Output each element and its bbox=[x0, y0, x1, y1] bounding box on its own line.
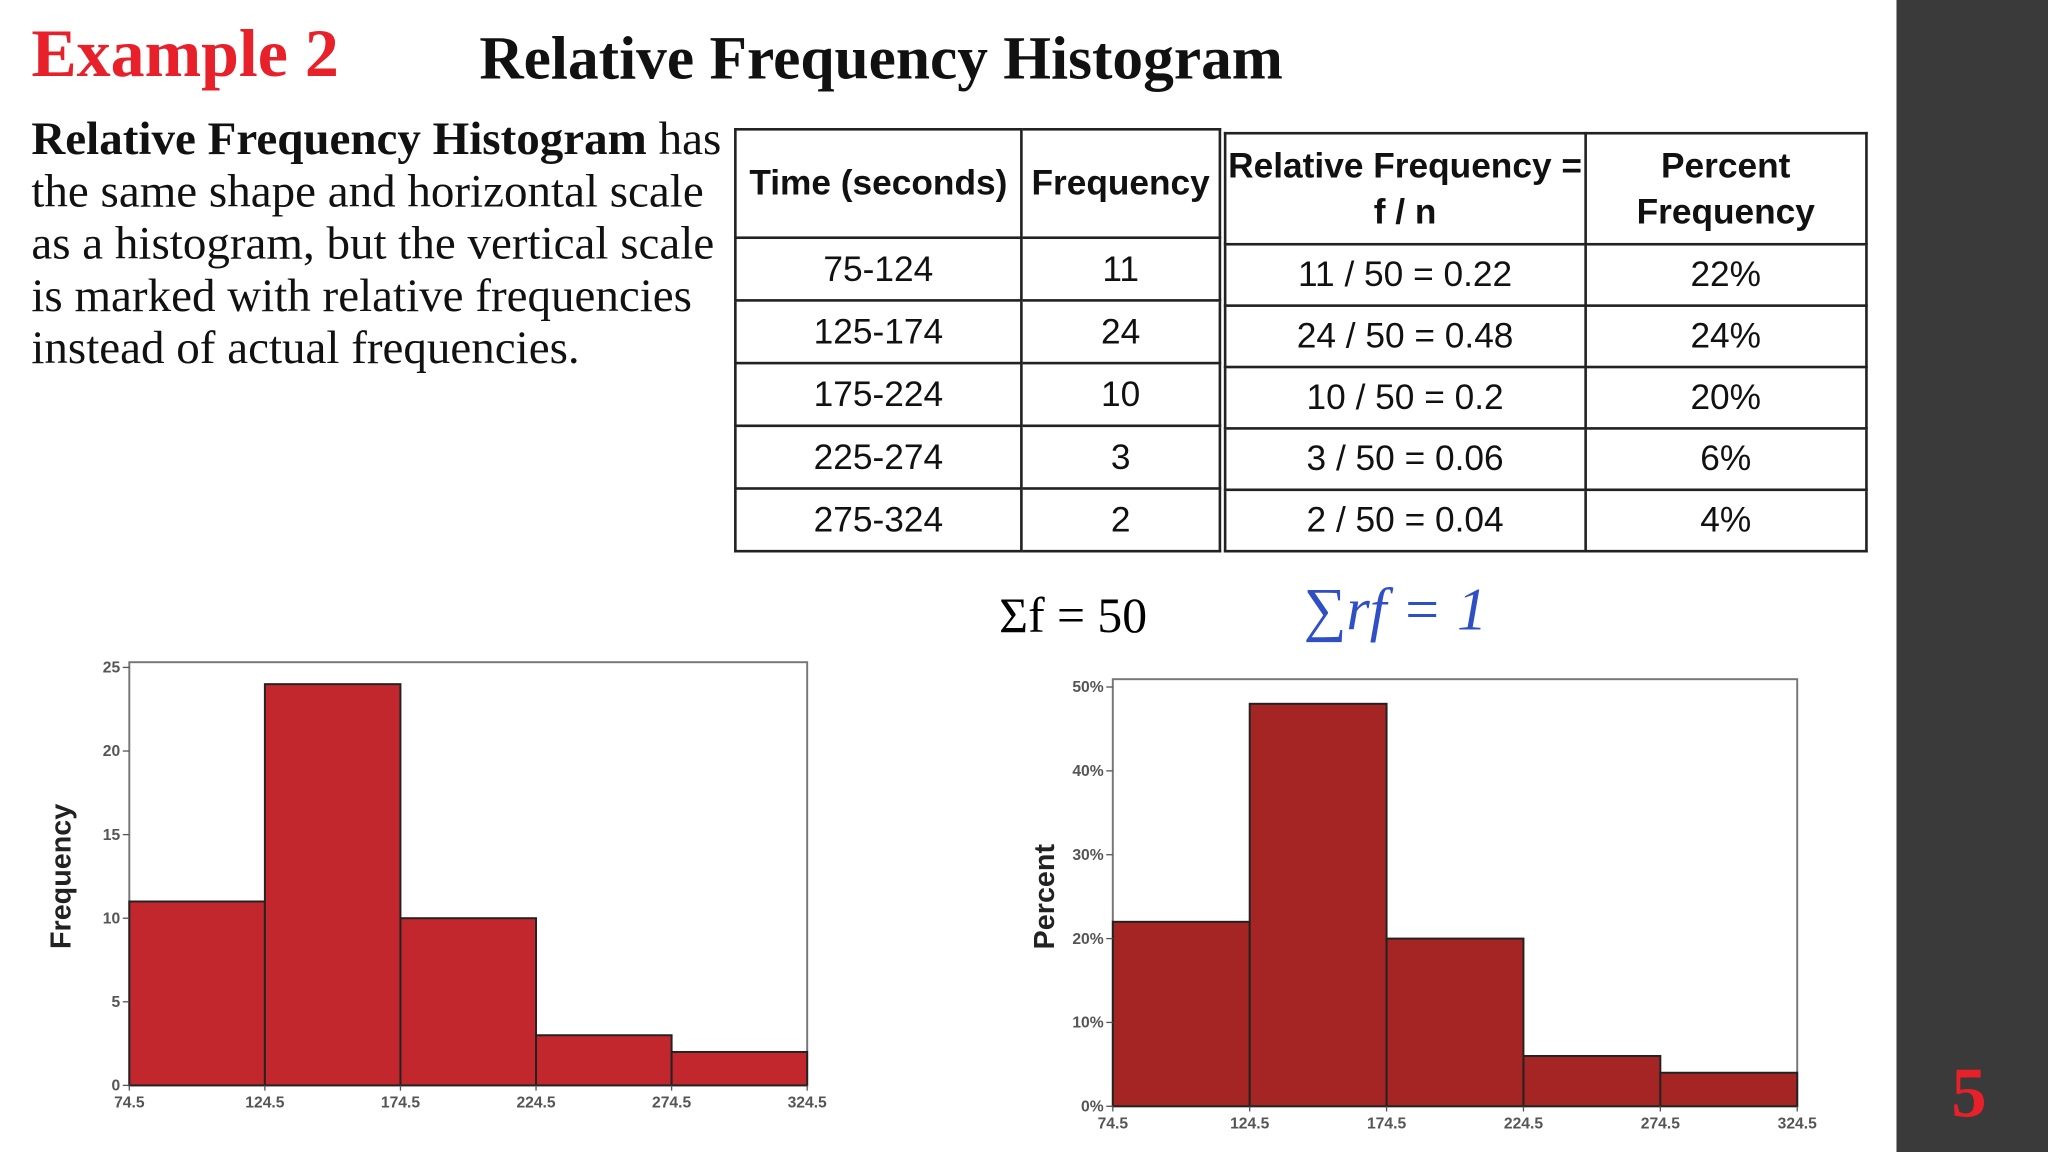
column-header: Relative Frequency = f / n bbox=[1223, 131, 1587, 246]
y-tick-label: 0% bbox=[1081, 1099, 1104, 1116]
y-tick-label: 0 bbox=[111, 1078, 120, 1095]
row: 175-224 10 bbox=[734, 361, 1222, 428]
bar bbox=[670, 1050, 809, 1087]
cell: 10 / 50 = 0.2 bbox=[1223, 365, 1587, 430]
bar bbox=[128, 900, 266, 1087]
y-tick-label: 5 bbox=[111, 994, 120, 1011]
cell: 24 / 50 = 0.48 bbox=[1223, 304, 1587, 369]
cell: 3 bbox=[1020, 424, 1222, 490]
y-tick-label: 50% bbox=[1072, 679, 1103, 696]
side-bar bbox=[1896, 0, 2048, 1152]
x-tick-label: 274.5 bbox=[1641, 1115, 1680, 1132]
y-tick-label: 40% bbox=[1072, 763, 1103, 780]
y-tick-label: 10% bbox=[1072, 1015, 1103, 1032]
x-tick-label: 324.5 bbox=[1778, 1115, 1817, 1132]
header-row: Time (seconds) Frequency bbox=[734, 127, 1222, 240]
bar bbox=[1385, 937, 1525, 1108]
bar bbox=[1248, 702, 1388, 1108]
x-tick-label: 124.5 bbox=[1230, 1115, 1269, 1132]
column-header: Time (seconds) bbox=[734, 127, 1023, 240]
slide-title: Relative Frequency Histogram bbox=[479, 24, 1283, 93]
relative-table: Relative Frequency = f / n Percent Freque… bbox=[1223, 131, 1868, 553]
cell: 11 bbox=[1020, 236, 1222, 302]
x-tick-label: 324.5 bbox=[788, 1095, 827, 1112]
x-tick-label: 124.5 bbox=[245, 1095, 284, 1112]
cell: 125-174 bbox=[734, 299, 1023, 365]
cell: 225-274 bbox=[734, 424, 1023, 490]
bar bbox=[263, 683, 402, 1087]
cell: 24% bbox=[1583, 304, 1868, 369]
row: 2 / 50 = 0.04 4% bbox=[1223, 488, 1868, 553]
row: 3 / 50 = 0.06 6% bbox=[1223, 427, 1868, 492]
y-tick-label: 20% bbox=[1072, 931, 1103, 948]
cell: 22% bbox=[1583, 242, 1868, 307]
x-tick-label: 74.5 bbox=[1098, 1115, 1129, 1132]
cell: 2 / 50 = 0.04 bbox=[1223, 488, 1587, 553]
bar bbox=[1659, 1071, 1799, 1108]
cell: 175-224 bbox=[734, 361, 1023, 428]
sum-f: Σf = 50 bbox=[999, 589, 1148, 644]
bar bbox=[399, 917, 538, 1087]
cell: 3 / 50 = 0.06 bbox=[1223, 427, 1587, 492]
y-tick-label: 10 bbox=[103, 910, 121, 927]
cell: 275-324 bbox=[734, 487, 1023, 553]
example-label: Example 2 bbox=[31, 16, 339, 92]
row: 10 / 50 = 0.2 20% bbox=[1223, 365, 1868, 430]
y-axis-label: Frequency bbox=[46, 804, 78, 949]
x-tick-label: 224.5 bbox=[1504, 1115, 1543, 1132]
x-tick-label: 274.5 bbox=[652, 1095, 691, 1112]
cell: 4% bbox=[1583, 488, 1868, 553]
frequency-table: Time (seconds) Frequency 75-124 11 125-174 24… bbox=[734, 127, 1222, 553]
cell: 24 bbox=[1020, 299, 1222, 365]
cell: 10 bbox=[1020, 361, 1222, 428]
column-header: Frequency bbox=[1020, 127, 1222, 240]
row: 125-174 24 bbox=[734, 299, 1222, 365]
intro-text: has the same shape and horizontal scale … bbox=[31, 112, 722, 374]
y-tick-label: 30% bbox=[1072, 847, 1103, 864]
y-tick-label: 25 bbox=[103, 660, 121, 677]
cell: 20% bbox=[1583, 365, 1868, 430]
row: 75-124 11 bbox=[734, 236, 1222, 302]
x-tick-label: 74.5 bbox=[114, 1095, 145, 1112]
cell: 11 / 50 = 0.22 bbox=[1223, 242, 1587, 307]
row: 225-274 3 bbox=[734, 424, 1222, 490]
x-tick-label: 174.5 bbox=[381, 1095, 420, 1112]
cell: 2 bbox=[1020, 487, 1222, 553]
row: 11 / 50 = 0.22 22% bbox=[1223, 242, 1868, 307]
y-axis-label: Percent bbox=[1029, 844, 1061, 950]
intro-term: Relative Frequency Histogram bbox=[31, 112, 647, 165]
cell: 6% bbox=[1583, 427, 1868, 492]
bar bbox=[1522, 1054, 1662, 1108]
row: 275-324 2 bbox=[734, 487, 1222, 553]
column-header: Percent Frequency bbox=[1583, 131, 1868, 246]
y-tick-label: 15 bbox=[103, 827, 121, 844]
page-number: 5 bbox=[1951, 1054, 1987, 1133]
row: 24 / 50 = 0.48 24% bbox=[1223, 304, 1868, 369]
y-tick-label: 20 bbox=[103, 743, 121, 760]
bar bbox=[1111, 920, 1251, 1108]
x-tick-label: 174.5 bbox=[1367, 1115, 1406, 1132]
cell: 75-124 bbox=[734, 236, 1023, 302]
bar bbox=[535, 1034, 673, 1087]
intro: Relative Frequency Histogram has the sam… bbox=[31, 112, 723, 373]
header-row: Relative Frequency = f / n Percent Freque… bbox=[1223, 131, 1868, 246]
sum-rf: ∑rf = 1 bbox=[1303, 575, 1488, 643]
x-tick-label: 224.5 bbox=[516, 1095, 555, 1112]
